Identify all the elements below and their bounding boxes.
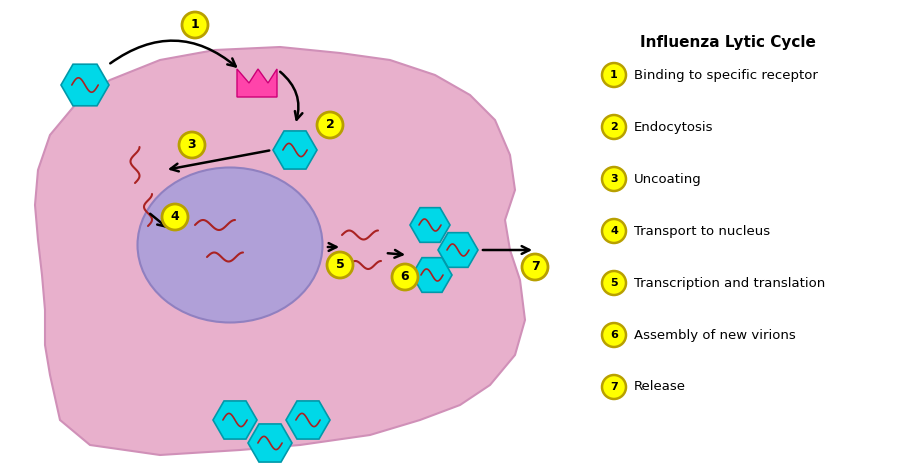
Text: 3: 3 bbox=[610, 174, 617, 184]
Circle shape bbox=[162, 204, 188, 230]
Circle shape bbox=[602, 167, 626, 191]
Polygon shape bbox=[410, 208, 450, 242]
Text: 2: 2 bbox=[610, 122, 618, 132]
Circle shape bbox=[602, 63, 626, 87]
Circle shape bbox=[317, 112, 343, 138]
Polygon shape bbox=[61, 64, 109, 106]
Text: 6: 6 bbox=[610, 330, 618, 340]
Text: Transcription and translation: Transcription and translation bbox=[634, 276, 825, 289]
Polygon shape bbox=[237, 69, 277, 97]
Text: 1: 1 bbox=[191, 19, 200, 31]
Circle shape bbox=[602, 323, 626, 347]
Polygon shape bbox=[248, 424, 292, 462]
Circle shape bbox=[327, 252, 353, 278]
Circle shape bbox=[602, 375, 626, 399]
Text: Influenza Lytic Cycle: Influenza Lytic Cycle bbox=[640, 35, 816, 50]
Circle shape bbox=[182, 12, 208, 38]
Text: 7: 7 bbox=[610, 382, 618, 392]
Circle shape bbox=[392, 264, 418, 290]
Circle shape bbox=[179, 132, 205, 158]
Circle shape bbox=[602, 271, 626, 295]
Text: 2: 2 bbox=[326, 118, 335, 132]
Polygon shape bbox=[273, 131, 317, 169]
Text: Transport to nucleus: Transport to nucleus bbox=[634, 225, 770, 238]
Polygon shape bbox=[35, 47, 525, 455]
Text: 6: 6 bbox=[400, 270, 410, 284]
Text: Assembly of new virions: Assembly of new virions bbox=[634, 329, 796, 342]
Polygon shape bbox=[286, 401, 330, 439]
Polygon shape bbox=[213, 401, 257, 439]
Text: 3: 3 bbox=[188, 139, 196, 152]
Text: 1: 1 bbox=[610, 70, 618, 80]
Polygon shape bbox=[438, 233, 478, 267]
Polygon shape bbox=[412, 257, 452, 292]
Text: 7: 7 bbox=[531, 260, 539, 274]
Circle shape bbox=[602, 115, 626, 139]
Text: 4: 4 bbox=[610, 226, 618, 236]
Text: Release: Release bbox=[634, 380, 686, 393]
Text: Binding to specific receptor: Binding to specific receptor bbox=[634, 68, 818, 82]
Text: 4: 4 bbox=[171, 210, 179, 224]
Text: 5: 5 bbox=[610, 278, 617, 288]
Circle shape bbox=[522, 254, 548, 280]
Text: Uncoating: Uncoating bbox=[634, 172, 702, 186]
Circle shape bbox=[602, 219, 626, 243]
Ellipse shape bbox=[138, 168, 322, 323]
Text: 5: 5 bbox=[336, 258, 345, 272]
Text: Endocytosis: Endocytosis bbox=[634, 121, 714, 133]
